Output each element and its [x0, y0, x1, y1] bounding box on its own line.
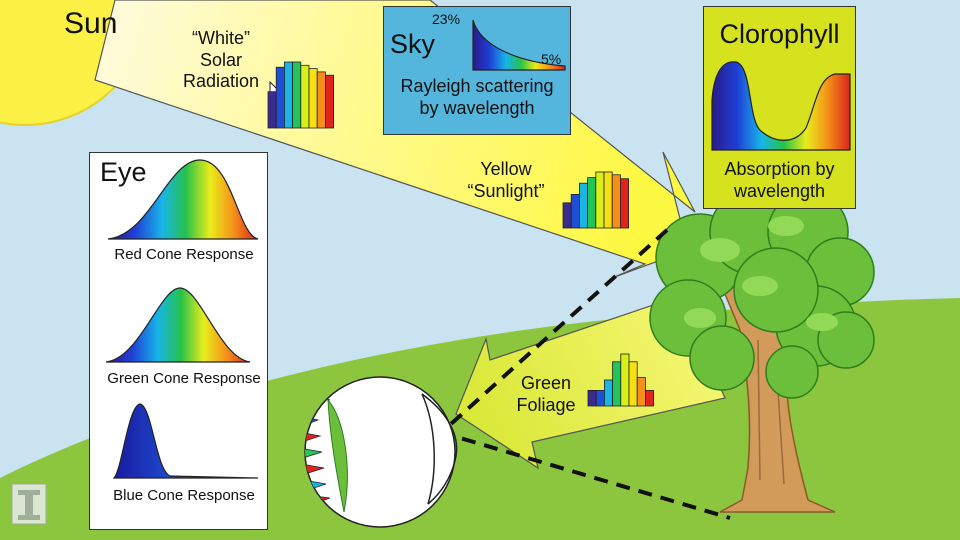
red-cone-label: Red Cone Response	[114, 246, 254, 263]
green-foliage-line-1: Green	[520, 373, 572, 393]
clorophyll-curve-overlay	[711, 61, 851, 151]
blue-cone-label: Blue Cone Response	[113, 487, 255, 504]
clorophyll-title: Clorophyll	[719, 19, 840, 49]
sun-label: Sun	[64, 7, 118, 40]
yellow-sunlight-label: Yellow “Sunlight”	[444, 159, 568, 202]
green-cone-label: Green Cone Response	[107, 370, 261, 387]
red-cone-curve-overlay	[107, 159, 259, 240]
retina-image-leaf	[327, 398, 348, 513]
green-foliage-bar	[645, 389, 655, 407]
white-radiation-bar	[324, 74, 334, 129]
university-logo-icon	[11, 483, 47, 525]
white-radiation-line-3: Radiation	[182, 71, 260, 92]
green-foliage-line-2: Foliage	[516, 394, 576, 415]
sky-max-percent: 23%	[432, 11, 461, 27]
yellow-sunlight-line-2: “Sunlight”	[467, 180, 545, 201]
rayleigh-curve-overlay	[472, 19, 566, 71]
green-foliage-label: Green Foliage	[500, 373, 592, 416]
sky-title: Sky	[390, 29, 436, 59]
clorophyll-caption-line-1: Absorption by	[724, 159, 835, 179]
clorophyll-caption: Absorption by wavelength	[703, 159, 856, 202]
clorophyll-caption-line-2: wavelength	[733, 180, 826, 201]
white-radiation-spectrum	[267, 61, 334, 129]
white-radiation-line-1: “White”	[192, 28, 250, 48]
yellow-sunlight-bar	[620, 178, 630, 229]
yellow-sunlight-spectrum	[562, 171, 630, 229]
sky-caption-line-2: by wavelength	[419, 97, 535, 118]
sky-caption-line-1: Rayleigh scattering	[400, 76, 554, 96]
tree-highlights	[684, 216, 838, 331]
eye-title: Eye	[100, 157, 147, 187]
yellow-sunlight-line-1: Yellow	[480, 159, 532, 179]
blue-cone-curve-overlay	[112, 403, 259, 479]
green-foliage-spectrum	[587, 353, 655, 407]
white-radiation-line-2: Solar	[199, 49, 243, 70]
sky-caption: Rayleigh scattering by wavelength	[383, 76, 571, 119]
sky-min-percent: 5%	[541, 51, 562, 67]
green-cone-curve-overlay	[105, 287, 251, 363]
white-radiation-label: “White” Solar Radiation	[168, 28, 274, 93]
